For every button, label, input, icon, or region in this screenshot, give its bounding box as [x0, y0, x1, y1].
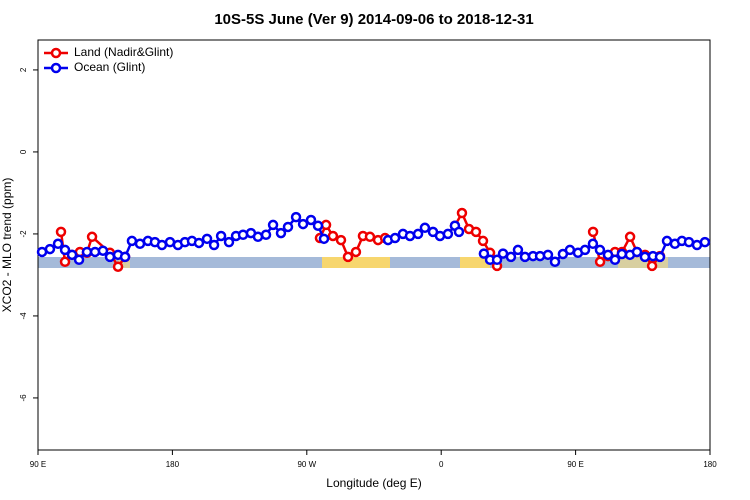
point: [389, 232, 401, 244]
point: [193, 237, 205, 249]
point: [112, 261, 124, 272]
point: [119, 251, 131, 263]
point: [491, 254, 503, 266]
point: [699, 236, 711, 248]
y-tick-label: -6: [19, 394, 28, 402]
land-strip: [460, 257, 490, 268]
point: [97, 245, 109, 256]
y-tick-label: -2: [19, 230, 28, 238]
point: [587, 226, 599, 238]
point: [275, 227, 287, 239]
point: [587, 238, 599, 250]
legend-label: Ocean (Glint): [74, 60, 145, 74]
x-tick-label: 90 E: [567, 460, 583, 469]
point: [350, 246, 362, 258]
point: [404, 230, 416, 242]
point: [73, 254, 85, 266]
point: [81, 246, 93, 258]
land-ocean-strip: [38, 257, 710, 268]
point: [505, 251, 517, 263]
land-strip: [618, 257, 668, 268]
point: [215, 230, 227, 242]
point: [59, 256, 71, 268]
point: [44, 243, 56, 255]
point: [602, 249, 614, 261]
land-strip: [322, 257, 390, 268]
point: [208, 239, 220, 251]
point: [646, 260, 658, 272]
point: [564, 244, 576, 256]
land-strip: [118, 257, 130, 268]
point: [126, 235, 138, 247]
legend-marker: [50, 62, 62, 74]
point: [534, 250, 546, 262]
point: [290, 211, 302, 223]
legend-label: Land (Nadir&Glint): [74, 45, 173, 59]
x-axis-label: Longitude (deg E): [326, 476, 421, 490]
x-tick-label: 90 E: [30, 460, 46, 469]
point: [55, 226, 67, 238]
chart-title: 10S-5S June (Ver 9) 2014-09-06 to 2018-1…: [214, 11, 533, 28]
point: [318, 233, 330, 245]
point: [59, 244, 71, 256]
point: [201, 233, 213, 245]
point: [320, 219, 332, 231]
point: [364, 231, 376, 243]
point: [342, 251, 354, 263]
point: [456, 207, 468, 219]
y-axis-label: XCO2 - MLO trend (ppm): [0, 178, 14, 313]
x-tick-label: 0: [439, 460, 444, 469]
point: [542, 249, 554, 261]
point: [335, 234, 347, 246]
point: [419, 222, 431, 234]
plot-frame: [37, 39, 711, 451]
point: [624, 231, 636, 243]
point: [282, 221, 294, 233]
point: [609, 254, 621, 266]
point: [442, 228, 454, 240]
x-tick-label: 90 W: [297, 460, 316, 469]
point: [52, 238, 64, 250]
point: [512, 244, 524, 256]
point: [594, 244, 606, 256]
point: [654, 251, 666, 263]
point: [579, 244, 591, 256]
point: [297, 218, 309, 230]
point: [453, 226, 465, 238]
legend-marker: [50, 47, 62, 59]
y-tick-label: 2: [19, 67, 28, 72]
point: [89, 246, 101, 258]
x-tick-label: 180: [703, 460, 717, 469]
y-tick-label: 0: [19, 149, 28, 154]
point: [267, 219, 279, 231]
x-tick-label: 180: [166, 460, 180, 469]
point: [260, 229, 272, 240]
point: [631, 246, 643, 258]
point: [223, 236, 235, 248]
point: [66, 249, 78, 261]
point: [312, 220, 324, 231]
point: [86, 231, 98, 243]
point: [470, 226, 482, 238]
point: [305, 214, 317, 226]
point: [477, 235, 489, 247]
point: [549, 256, 561, 268]
point: [156, 239, 168, 251]
point: [104, 251, 116, 263]
point: [327, 230, 339, 242]
point: [252, 231, 264, 243]
y-tick-label: -4: [19, 312, 28, 320]
point: [616, 248, 628, 260]
point: [519, 251, 531, 263]
point: [478, 248, 490, 259]
point: [594, 256, 606, 268]
point: [412, 228, 424, 240]
point: [683, 236, 695, 248]
point: [639, 251, 651, 263]
